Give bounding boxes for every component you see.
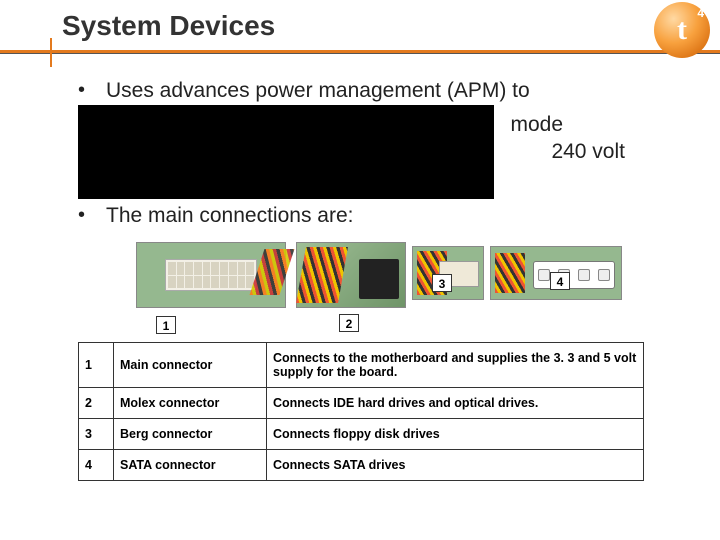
- title-tick-upper: [50, 38, 52, 50]
- bullet-item-1: • Uses advances power management (APM) t…: [78, 78, 653, 104]
- title-area: System Devices: [0, 0, 720, 42]
- atx-plug-icon: [137, 243, 285, 307]
- cell-name: Main connector: [114, 343, 267, 388]
- redaction-block: [78, 105, 494, 199]
- cell-num: 3: [79, 419, 114, 450]
- cell-num: 1: [79, 343, 114, 388]
- table-row: 4 SATA connector Connects SATA drives: [79, 450, 644, 481]
- cell-name: Molex connector: [114, 388, 267, 419]
- brand-logo: t 4: [654, 2, 710, 58]
- cell-name: Berg connector: [114, 419, 267, 450]
- slide: System Devices t 4 • Uses advances power…: [0, 0, 720, 540]
- main-connector-image: [136, 242, 286, 308]
- bullet-text: The main connections are:: [106, 203, 353, 229]
- cell-num: 4: [79, 450, 114, 481]
- table-row: 2 Molex connector Connects IDE hard driv…: [79, 388, 644, 419]
- brand-logo-letter: t: [677, 15, 687, 45]
- image-badge-1: 1: [156, 316, 176, 334]
- table-row: 3 Berg connector Connects floppy disk dr…: [79, 419, 644, 450]
- bullet-item-2: • The main connections are:: [78, 203, 653, 229]
- connector-images: 1 2 3 4: [96, 242, 636, 332]
- bullet-dot-icon: •: [78, 203, 106, 229]
- page-title: System Devices: [62, 10, 275, 41]
- cell-desc: Connects floppy disk drives: [267, 419, 644, 450]
- cell-desc: Connects SATA drives: [267, 450, 644, 481]
- brand-logo-exponent: 4: [697, 6, 704, 20]
- image-badge-4: 4: [550, 272, 570, 290]
- bullet-text: Uses advances power management (APM) to: [106, 78, 530, 104]
- image-badge-3: 3: [432, 274, 452, 292]
- image-badge-2: 2: [339, 314, 359, 332]
- brand-logo-circle: t 4: [654, 2, 710, 58]
- cell-num: 2: [79, 388, 114, 419]
- table-row: 1 Main connector Connects to the motherb…: [79, 343, 644, 388]
- cell-name: SATA connector: [114, 450, 267, 481]
- title-tick-lower: [50, 53, 52, 67]
- cell-desc: Connects IDE hard drives and optical dri…: [267, 388, 644, 419]
- bullet-dot-icon: •: [78, 78, 106, 104]
- connectors-table: 1 Main connector Connects to the motherb…: [78, 342, 644, 481]
- molex-connector-image: [296, 242, 406, 308]
- cell-desc: Connects to the motherboard and supplies…: [267, 343, 644, 388]
- title-rule-shadow: [0, 53, 720, 54]
